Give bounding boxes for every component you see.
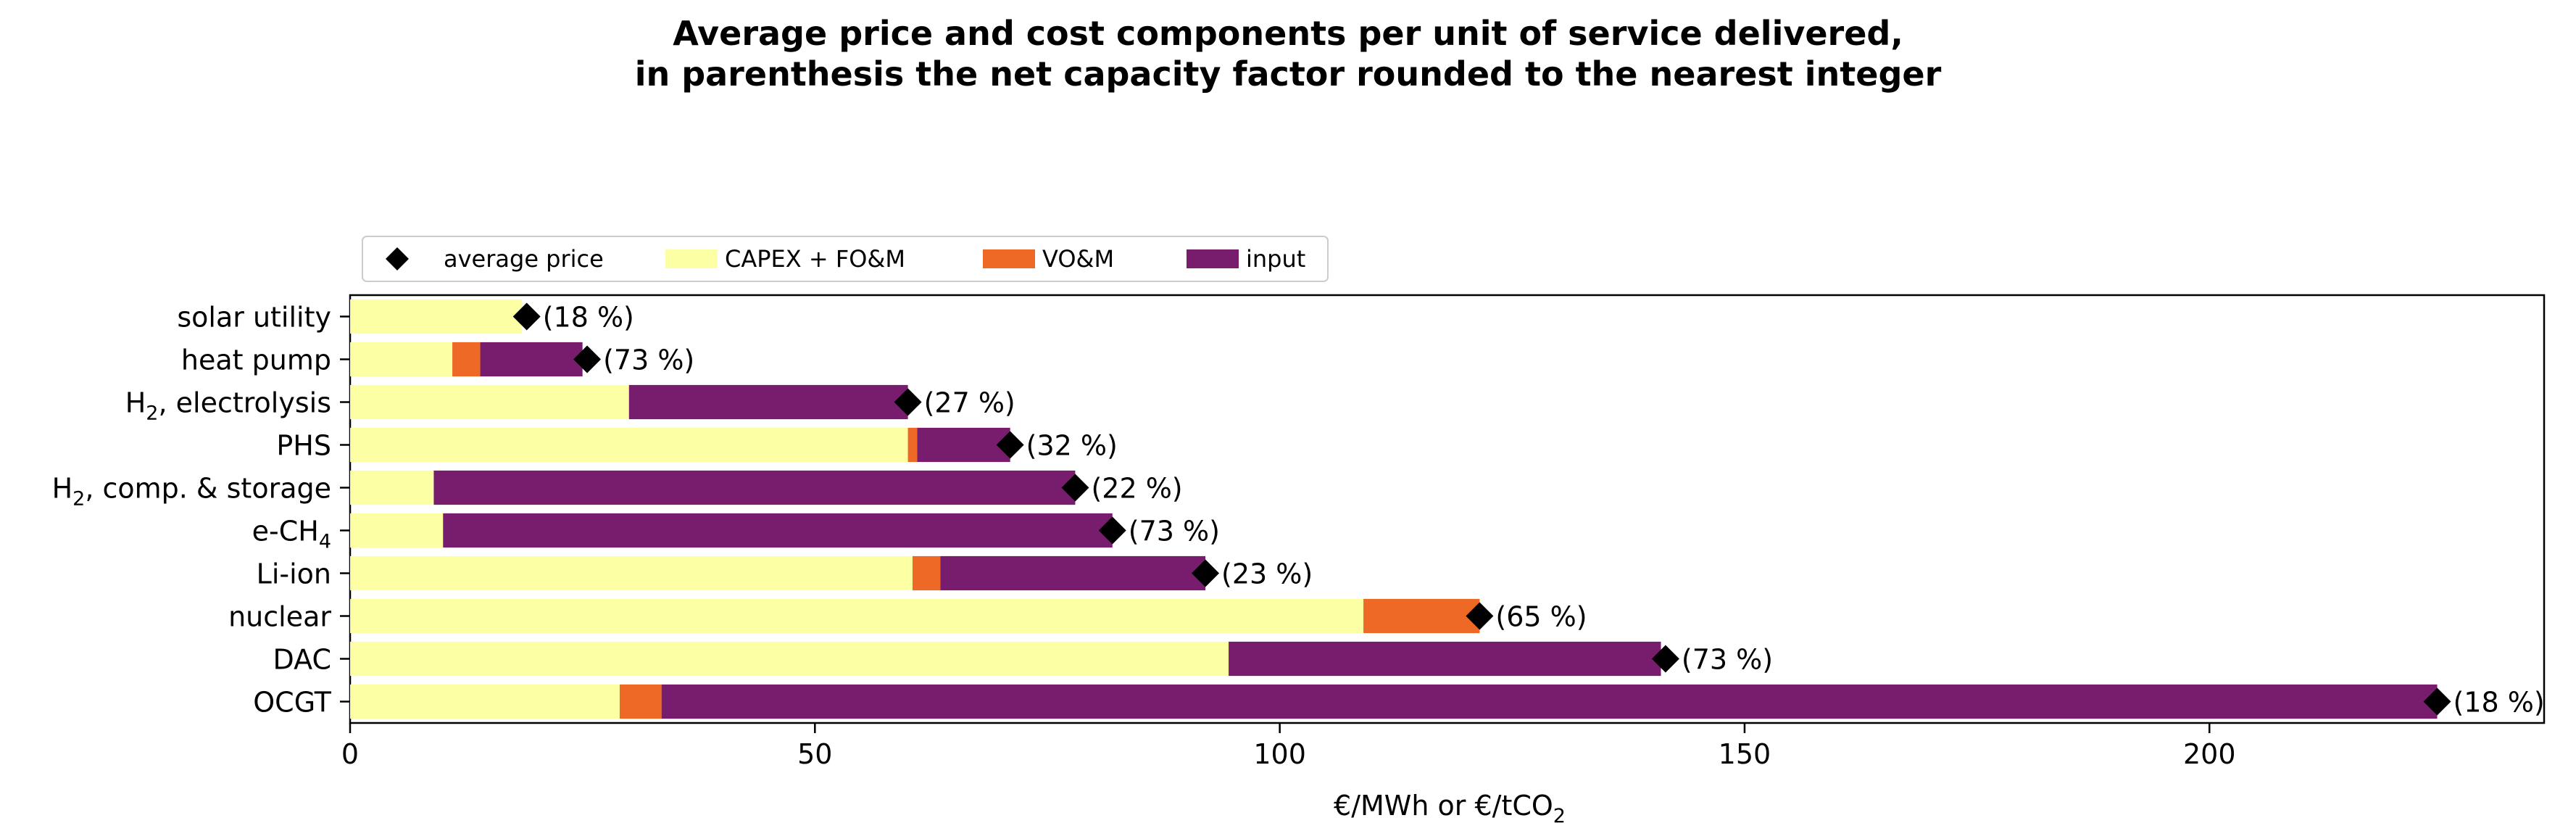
bar-input-ocgt <box>661 684 2438 719</box>
legend-swatch-average-price <box>386 247 409 270</box>
average-price-marker <box>573 345 602 373</box>
capacity-factor-label: (18 %) <box>2453 687 2544 719</box>
bar-input-phs <box>917 427 1010 463</box>
legend-label-vo-m: VO&M <box>1042 245 1114 273</box>
x-tick-label: 0 <box>341 738 359 770</box>
legend-box <box>362 236 1329 282</box>
bar-input-dac <box>1229 641 1661 677</box>
bar-input-li-ion <box>940 555 1206 591</box>
average-price-marker <box>894 388 922 416</box>
bar-vo-m-nuclear <box>1363 598 1480 634</box>
bar-capex-fo-m-dac <box>350 641 1229 677</box>
bar-capex-fo-m-solar-utility <box>350 299 523 334</box>
average-price-marker <box>1061 474 1089 502</box>
legend: average price CAPEX + FO&M VO&M input <box>362 236 1329 282</box>
legend-label-input: input <box>1246 245 1305 273</box>
average-price-markers: (18 %)(73 %)(27 %)(32 %)(22 %)(73 %)(23 … <box>512 302 2545 719</box>
x-tick-label: 100 <box>1253 738 1306 770</box>
bar-capex-fo-m-nuclear <box>350 598 1364 634</box>
bar-capex-fo-m-phs <box>350 427 908 463</box>
bar-vo-m-heat-pump <box>452 342 481 377</box>
y-tick-label: OCGT <box>253 687 332 719</box>
y-axis: solar utility heat pump H2, electrolysis PH… <box>52 302 350 719</box>
capacity-factor-label: (32 %) <box>1026 430 1118 462</box>
x-tick-label: 50 <box>797 738 832 770</box>
legend-label-average-price: average price <box>444 245 604 273</box>
x-axis: 0 50 100 150 200 <box>341 723 2236 770</box>
y-tick-label: heat pump <box>181 344 331 376</box>
bars-layer <box>350 299 2438 719</box>
bar-capex-fo-m-h2-comp-storage <box>350 470 434 505</box>
legend-swatch-capex-fo-m <box>665 249 718 268</box>
average-price-marker <box>1466 602 1494 630</box>
bar-vo-m-phs <box>907 427 918 463</box>
y-tick-label: e-CH4 <box>252 516 331 553</box>
legend-swatch-input <box>1187 249 1239 268</box>
chart-title-line-2: in parenthesis the net capacity factor r… <box>635 54 1942 94</box>
bar-vo-m-ocgt <box>619 684 662 719</box>
y-tick-label: solar utility <box>177 302 331 334</box>
capacity-factor-label: (73 %) <box>1682 644 1773 676</box>
average-price-marker <box>512 302 541 331</box>
bar-capex-fo-m-ocgt <box>350 684 620 719</box>
x-axis-label: €/MWh or €/tCO2 <box>1334 790 1566 827</box>
plot-frame <box>349 294 2546 724</box>
capacity-factor-label: (73 %) <box>603 344 694 376</box>
bar-capex-fo-m-heat-pump <box>350 342 453 377</box>
y-tick-label: DAC <box>273 644 331 676</box>
y-tick-label: H2, electrolysis <box>125 387 331 425</box>
capacity-factor-label: (22 %) <box>1091 473 1182 505</box>
capacity-factor-label: (73 %) <box>1129 516 1220 547</box>
bar-input-heat-pump <box>480 342 583 377</box>
y-tick-label: Li-ion <box>257 558 331 590</box>
average-price-marker <box>996 431 1024 459</box>
average-price-marker <box>1192 559 1220 587</box>
bar-vo-m-li-ion <box>912 555 941 591</box>
x-tick-label: 150 <box>1719 738 1771 770</box>
legend-swatch-vo-m <box>983 249 1035 268</box>
bar-capex-fo-m-li-ion <box>350 555 913 591</box>
bar-input-h2-comp-storage <box>433 470 1076 505</box>
chart-title-line-1: Average price and cost components per un… <box>673 14 1903 53</box>
y-tick-label: H2, comp. & storage <box>52 473 331 511</box>
capacity-factor-label: (23 %) <box>1221 558 1313 590</box>
legend-label-capex-fo-m: CAPEX + FO&M <box>725 245 905 273</box>
capacity-factor-label: (65 %) <box>1495 601 1587 633</box>
y-tick-label: PHS <box>276 430 331 462</box>
average-price-marker <box>2423 687 2451 716</box>
y-tick-label: nuclear <box>228 601 331 633</box>
capacity-factor-label: (18 %) <box>543 302 634 334</box>
bar-capex-fo-m-h2-electrolysis <box>350 384 629 420</box>
bar-capex-fo-m-e-ch4 <box>350 513 444 548</box>
bar-input-e-ch4 <box>443 513 1113 548</box>
average-price-marker <box>1098 516 1126 545</box>
x-tick-label: 200 <box>2183 738 2236 770</box>
average-price-marker <box>1651 645 1679 673</box>
bar-input-h2-electrolysis <box>628 384 908 420</box>
capacity-factor-label: (27 %) <box>924 387 1015 419</box>
